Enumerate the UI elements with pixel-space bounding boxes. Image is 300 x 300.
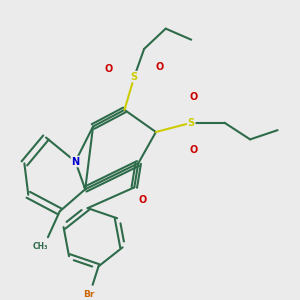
Text: O: O xyxy=(189,92,197,102)
Text: O: O xyxy=(138,195,146,205)
Text: S: S xyxy=(188,118,195,128)
Text: CH₃: CH₃ xyxy=(32,242,48,251)
Text: S: S xyxy=(131,72,138,82)
Text: O: O xyxy=(189,146,197,155)
Text: O: O xyxy=(105,64,113,74)
Text: N: N xyxy=(71,157,80,166)
Text: O: O xyxy=(156,62,164,72)
Text: Br: Br xyxy=(83,290,94,298)
